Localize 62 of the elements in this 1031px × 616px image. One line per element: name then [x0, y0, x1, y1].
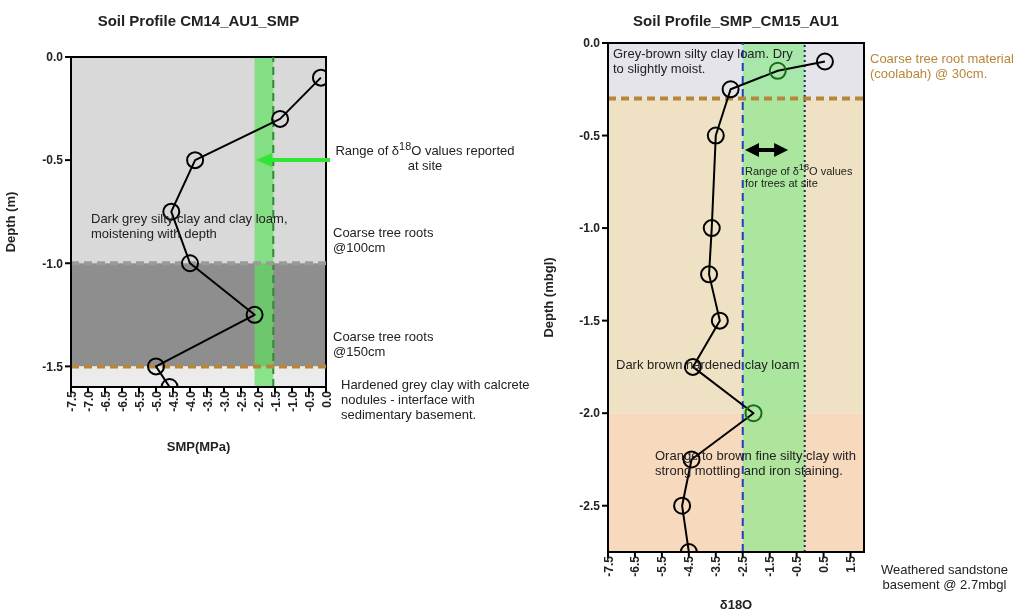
- x-tick-label: -2.5: [736, 555, 751, 577]
- y-tick-label: -1.0: [42, 256, 64, 271]
- ref-line-label: Coarse tree roots @100cm: [333, 225, 435, 256]
- x-tick-label: -4.5: [166, 390, 181, 412]
- x-tick-label: -3.5: [709, 555, 724, 577]
- point: [673, 496, 692, 515]
- point: [702, 219, 721, 238]
- x-tick-label: -5.5: [132, 390, 147, 412]
- x-tick-label: -6.0: [115, 390, 130, 412]
- x-tick-label: -0.5: [790, 555, 805, 577]
- point: [721, 80, 740, 99]
- y-tick-label: -0.5: [42, 153, 64, 168]
- x-tick-label: -7.5: [64, 390, 79, 412]
- x-tick-label: -6.5: [98, 390, 113, 412]
- band-label: Range of δ$^{18}$O values reported at site: [334, 140, 516, 175]
- point: [147, 357, 165, 376]
- x-tick-label: 0.5: [817, 555, 832, 573]
- point: [768, 61, 787, 80]
- x-tick-label: -7.5: [601, 555, 616, 577]
- text: Weathered sandstone basement @ 2.7mbgl: [880, 562, 1009, 593]
- band-label: Hardened grey clay with calcrete nodules - interface with sedimentary basement.: [341, 377, 531, 423]
- x-tick-label: -5.0: [149, 390, 164, 412]
- x-tick-label: -4.0: [183, 390, 198, 412]
- x-tick-label: -1.5: [268, 390, 283, 412]
- x-tick-label: -6.5: [628, 555, 643, 577]
- ref-line-label: Coarse tree roots @150cm: [333, 329, 435, 360]
- x-tick-label: 1.5: [844, 555, 859, 573]
- y-tick-label: -1.0: [579, 221, 601, 236]
- x-axis-title: δ18O: [718, 597, 754, 613]
- point: [744, 404, 763, 423]
- point: [700, 265, 719, 284]
- x-tick-label: 0.0: [319, 390, 334, 408]
- y-tick-label: 0.0: [583, 36, 601, 51]
- point: [710, 311, 729, 330]
- x-tick-label: -0.5: [302, 390, 317, 412]
- point: [271, 109, 290, 128]
- point: [706, 126, 725, 145]
- x-tick-label: -5.5: [655, 555, 670, 577]
- x-tick-label: -3.5: [200, 390, 215, 412]
- point: [181, 254, 199, 273]
- y-tick-label: -1.5: [579, 313, 601, 328]
- y-tick-label: -0.5: [579, 128, 601, 143]
- x-tick-label: -2.0: [251, 390, 266, 412]
- chart-title: Soil Profile CM14_AU1_SMP: [96, 12, 301, 30]
- x-axis-title: SMP(MPa): [165, 439, 232, 455]
- x-tick-label: -1.0: [285, 390, 300, 412]
- x-tick-label: -3.0: [217, 390, 232, 412]
- y-tick-label: -2.5: [579, 498, 601, 513]
- y-axis-title: Depth (m): [2, 191, 18, 253]
- point: [815, 52, 834, 71]
- x-tick-label: -1.5: [763, 555, 778, 577]
- ref-line-label: Coarse tree root material (coolabah) @ 30cm.: [870, 51, 1015, 82]
- band-label: Range of δ$^{18}$O values for trees at site: [745, 162, 854, 190]
- chart-title: Soil Profile_SMP_CM15_AU1: [632, 12, 840, 30]
- x-tick-label: -2.5: [234, 390, 249, 412]
- y-tick-label: 0.0: [46, 50, 64, 65]
- point: [245, 305, 264, 324]
- x-tick-label: -4.5: [682, 555, 697, 577]
- point: [186, 151, 205, 170]
- x-tick-label: -7.0: [81, 390, 96, 412]
- y-tick-label: -1.5: [42, 359, 64, 374]
- y-axis-title: Depth (mbgl): [540, 257, 556, 338]
